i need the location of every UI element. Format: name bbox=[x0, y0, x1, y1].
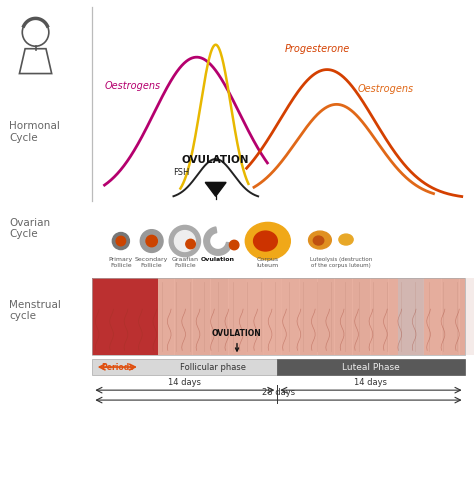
Polygon shape bbox=[204, 227, 232, 255]
FancyBboxPatch shape bbox=[228, 278, 246, 355]
Ellipse shape bbox=[174, 231, 195, 251]
Text: Oestrogens: Oestrogens bbox=[358, 84, 414, 94]
FancyBboxPatch shape bbox=[398, 278, 424, 355]
FancyBboxPatch shape bbox=[442, 278, 459, 355]
FancyBboxPatch shape bbox=[246, 278, 264, 355]
Ellipse shape bbox=[229, 240, 239, 250]
Ellipse shape bbox=[140, 230, 163, 252]
Text: Hormonal
Cycle: Hormonal Cycle bbox=[9, 121, 60, 143]
Text: Menstrual
cycle: Menstrual cycle bbox=[9, 300, 61, 322]
FancyBboxPatch shape bbox=[371, 278, 388, 355]
FancyBboxPatch shape bbox=[264, 278, 281, 355]
FancyBboxPatch shape bbox=[175, 278, 192, 355]
FancyBboxPatch shape bbox=[277, 359, 465, 375]
Text: 14 days: 14 days bbox=[168, 378, 201, 387]
FancyBboxPatch shape bbox=[282, 278, 299, 355]
FancyBboxPatch shape bbox=[424, 278, 441, 355]
Text: Ovarian
Cycle: Ovarian Cycle bbox=[9, 218, 51, 240]
Text: Secondary
Follicle: Secondary Follicle bbox=[135, 257, 168, 268]
FancyBboxPatch shape bbox=[389, 278, 406, 355]
FancyBboxPatch shape bbox=[92, 359, 277, 375]
Ellipse shape bbox=[112, 233, 129, 249]
FancyBboxPatch shape bbox=[318, 278, 335, 355]
Text: OVULATION: OVULATION bbox=[182, 155, 249, 165]
Text: Follicular phase: Follicular phase bbox=[180, 362, 246, 372]
Ellipse shape bbox=[339, 234, 353, 245]
FancyBboxPatch shape bbox=[335, 278, 352, 355]
Text: Primary
Follicle: Primary Follicle bbox=[109, 257, 133, 268]
Text: Luteolysis (destruction
of the corpus luteum): Luteolysis (destruction of the corpus lu… bbox=[310, 257, 373, 268]
Text: Oestrogens: Oestrogens bbox=[104, 82, 160, 91]
Text: Progesterone: Progesterone bbox=[284, 44, 350, 54]
FancyBboxPatch shape bbox=[193, 278, 210, 355]
Ellipse shape bbox=[169, 226, 201, 256]
Text: Corpus
luteum: Corpus luteum bbox=[257, 257, 279, 268]
FancyBboxPatch shape bbox=[92, 278, 465, 355]
FancyBboxPatch shape bbox=[157, 278, 174, 355]
Text: FSH: FSH bbox=[173, 168, 190, 177]
Text: OVULATION: OVULATION bbox=[212, 329, 262, 351]
Text: 14 days: 14 days bbox=[355, 378, 387, 387]
Polygon shape bbox=[205, 182, 226, 196]
FancyBboxPatch shape bbox=[353, 278, 370, 355]
FancyBboxPatch shape bbox=[460, 278, 474, 355]
Text: Luteal Phase: Luteal Phase bbox=[342, 362, 400, 372]
Ellipse shape bbox=[254, 231, 277, 251]
Ellipse shape bbox=[246, 222, 290, 259]
Ellipse shape bbox=[146, 236, 157, 247]
Text: Periods: Periods bbox=[101, 362, 134, 372]
FancyBboxPatch shape bbox=[211, 278, 228, 355]
FancyBboxPatch shape bbox=[92, 278, 157, 355]
Ellipse shape bbox=[309, 231, 331, 249]
Ellipse shape bbox=[313, 236, 324, 245]
Ellipse shape bbox=[116, 236, 126, 246]
Text: 28 days: 28 days bbox=[262, 388, 295, 397]
Text: Ovulation: Ovulation bbox=[201, 257, 235, 262]
FancyBboxPatch shape bbox=[300, 278, 317, 355]
Text: Graafian
Follicle: Graafian Follicle bbox=[172, 257, 198, 268]
Ellipse shape bbox=[186, 239, 195, 249]
FancyBboxPatch shape bbox=[406, 278, 423, 355]
